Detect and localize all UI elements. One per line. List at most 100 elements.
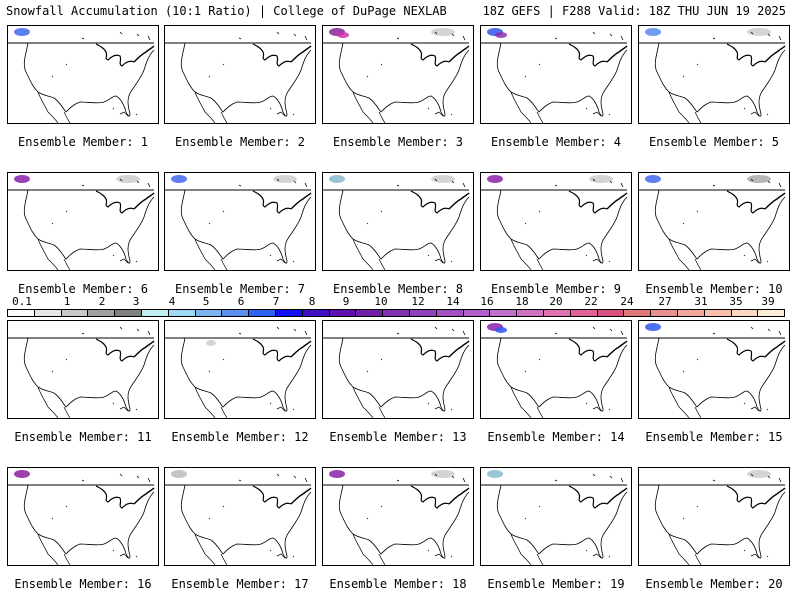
ensemble-member-map — [7, 467, 159, 566]
colorbar-tick-label: 31 — [694, 295, 708, 308]
snowfall-shading — [645, 323, 661, 331]
snowfall-shading — [116, 175, 140, 183]
snowfall-shading — [14, 28, 30, 36]
us-map-svg — [323, 28, 470, 123]
us-map-svg — [639, 323, 786, 418]
colorbar-swatch — [624, 310, 652, 316]
colorbar-swatch — [8, 310, 35, 316]
colorbar-tick-label: 10 — [374, 295, 388, 308]
snowfall-shading — [431, 175, 455, 183]
ensemble-member-map — [322, 172, 474, 271]
colorbar-tick-label: 24 — [620, 295, 634, 308]
us-map-svg — [165, 326, 312, 418]
ensemble-member-map — [7, 25, 159, 124]
colorbar-swatch — [543, 310, 571, 316]
colorbar-tick-label: 4 — [168, 295, 176, 308]
us-map-svg — [323, 326, 470, 418]
colorbar-swatch — [61, 310, 89, 316]
colorbar-swatch — [517, 310, 544, 316]
snowfall-shading — [487, 470, 503, 478]
ensemble-member-map — [480, 172, 632, 271]
us-map-svg — [8, 28, 155, 123]
ensemble-member-map — [164, 320, 316, 419]
ensemble-member-map — [480, 320, 632, 419]
us-map-svg — [323, 470, 470, 565]
colorbar-swatch — [88, 310, 116, 316]
colorbar-tick-label: 3 — [132, 295, 140, 308]
ensemble-member-map — [7, 320, 159, 419]
ensemble-member-label: Ensemble Member: 18 — [329, 577, 467, 591]
snowfall-shading — [747, 175, 771, 183]
snowfall-shading — [273, 175, 297, 183]
colorbar-swatch — [704, 310, 732, 316]
snowfall-shading — [747, 28, 771, 36]
ensemble-member-label: Ensemble Member: 10 — [645, 282, 783, 296]
colorbar-swatch — [195, 310, 223, 316]
colorbar-swatch — [436, 310, 464, 316]
colorbar-tick-label: 22 — [584, 295, 598, 308]
us-map-svg — [481, 470, 628, 565]
us-map-svg — [8, 470, 155, 565]
colorbar — [7, 309, 785, 317]
colorbar-tick-label: 20 — [549, 295, 563, 308]
ensemble-member-label: Ensemble Member: 13 — [329, 430, 467, 444]
colorbar-tick-label: 35 — [729, 295, 743, 308]
ensemble-member-label: Ensemble Member: 7 — [174, 282, 306, 296]
colorbar-tick-label: 27 — [658, 295, 672, 308]
colorbar-swatch — [731, 310, 759, 316]
colorbar-swatch — [168, 310, 196, 316]
snowfall-shading — [487, 175, 503, 183]
snowfall-shading — [431, 470, 455, 478]
snowfall-shading — [495, 32, 507, 38]
ensemble-member-label: Ensemble Member: 8 — [332, 282, 464, 296]
snowfall-shading — [206, 340, 216, 346]
colorbar-tick-label: 6 — [237, 295, 245, 308]
colorbar-swatch — [356, 310, 384, 316]
snowfall-shading — [14, 470, 30, 478]
us-map-svg — [323, 175, 470, 270]
colorbar-swatch — [141, 310, 169, 316]
ensemble-member-label: Ensemble Member: 3 — [332, 135, 464, 149]
colorbar-tick-label: 39 — [761, 295, 775, 308]
snowfall-shading — [171, 175, 187, 183]
colorbar-swatch — [463, 310, 491, 316]
snowfall-shading — [431, 28, 455, 36]
colorbar-swatch — [677, 310, 705, 316]
ensemble-member-label: Ensemble Member: 9 — [490, 282, 622, 296]
colorbar-swatch — [409, 310, 437, 316]
colorbar-tick-label: 1 — [63, 295, 71, 308]
snowfall-shading — [589, 175, 613, 183]
us-map-svg — [165, 31, 312, 123]
colorbar-tick-label: 14 — [446, 295, 460, 308]
colorbar-tick-label: 12 — [411, 295, 425, 308]
colorbar-swatch — [275, 310, 303, 316]
ensemble-member-label: Ensemble Member: 15 — [645, 430, 783, 444]
ensemble-member-label: Ensemble Member: 12 — [171, 430, 309, 444]
us-map-svg — [8, 175, 155, 270]
us-map-svg — [481, 323, 628, 418]
colorbar-swatch — [490, 310, 518, 316]
ensemble-member-map — [638, 467, 790, 566]
us-map-svg — [639, 175, 786, 270]
colorbar-tick-label: 9 — [342, 295, 350, 308]
ensemble-member-label: Ensemble Member: 16 — [14, 577, 152, 591]
snowfall-shading — [747, 470, 771, 478]
colorbar-swatch — [758, 310, 785, 316]
ensemble-member-label: Ensemble Member: 2 — [174, 135, 306, 149]
ensemble-member-map — [164, 172, 316, 271]
colorbar-swatch — [222, 310, 250, 316]
ensemble-member-label: Ensemble Member: 6 — [17, 282, 149, 296]
ensemble-member-map — [164, 25, 316, 124]
snowfall-shading — [337, 32, 349, 38]
colorbar-swatch — [115, 310, 142, 316]
ensemble-member-map — [322, 320, 474, 419]
colorbar-tick-label: 16 — [480, 295, 494, 308]
ensemble-member-label: Ensemble Member: 4 — [490, 135, 622, 149]
colorbar-labels: 0.1 1 2 3 4 5 6 7 8 9 10 12 14 16 18 20 22 24 27 31 35 39 — [7, 296, 785, 309]
colorbar-swatch — [597, 310, 625, 316]
ensemble-member-map — [638, 25, 790, 124]
colorbar-swatch — [329, 310, 357, 316]
ensemble-member-map — [638, 320, 790, 419]
ensemble-member-label: Ensemble Member: 11 — [14, 430, 152, 444]
colorbar-tick-label: 0.1 — [12, 295, 32, 308]
